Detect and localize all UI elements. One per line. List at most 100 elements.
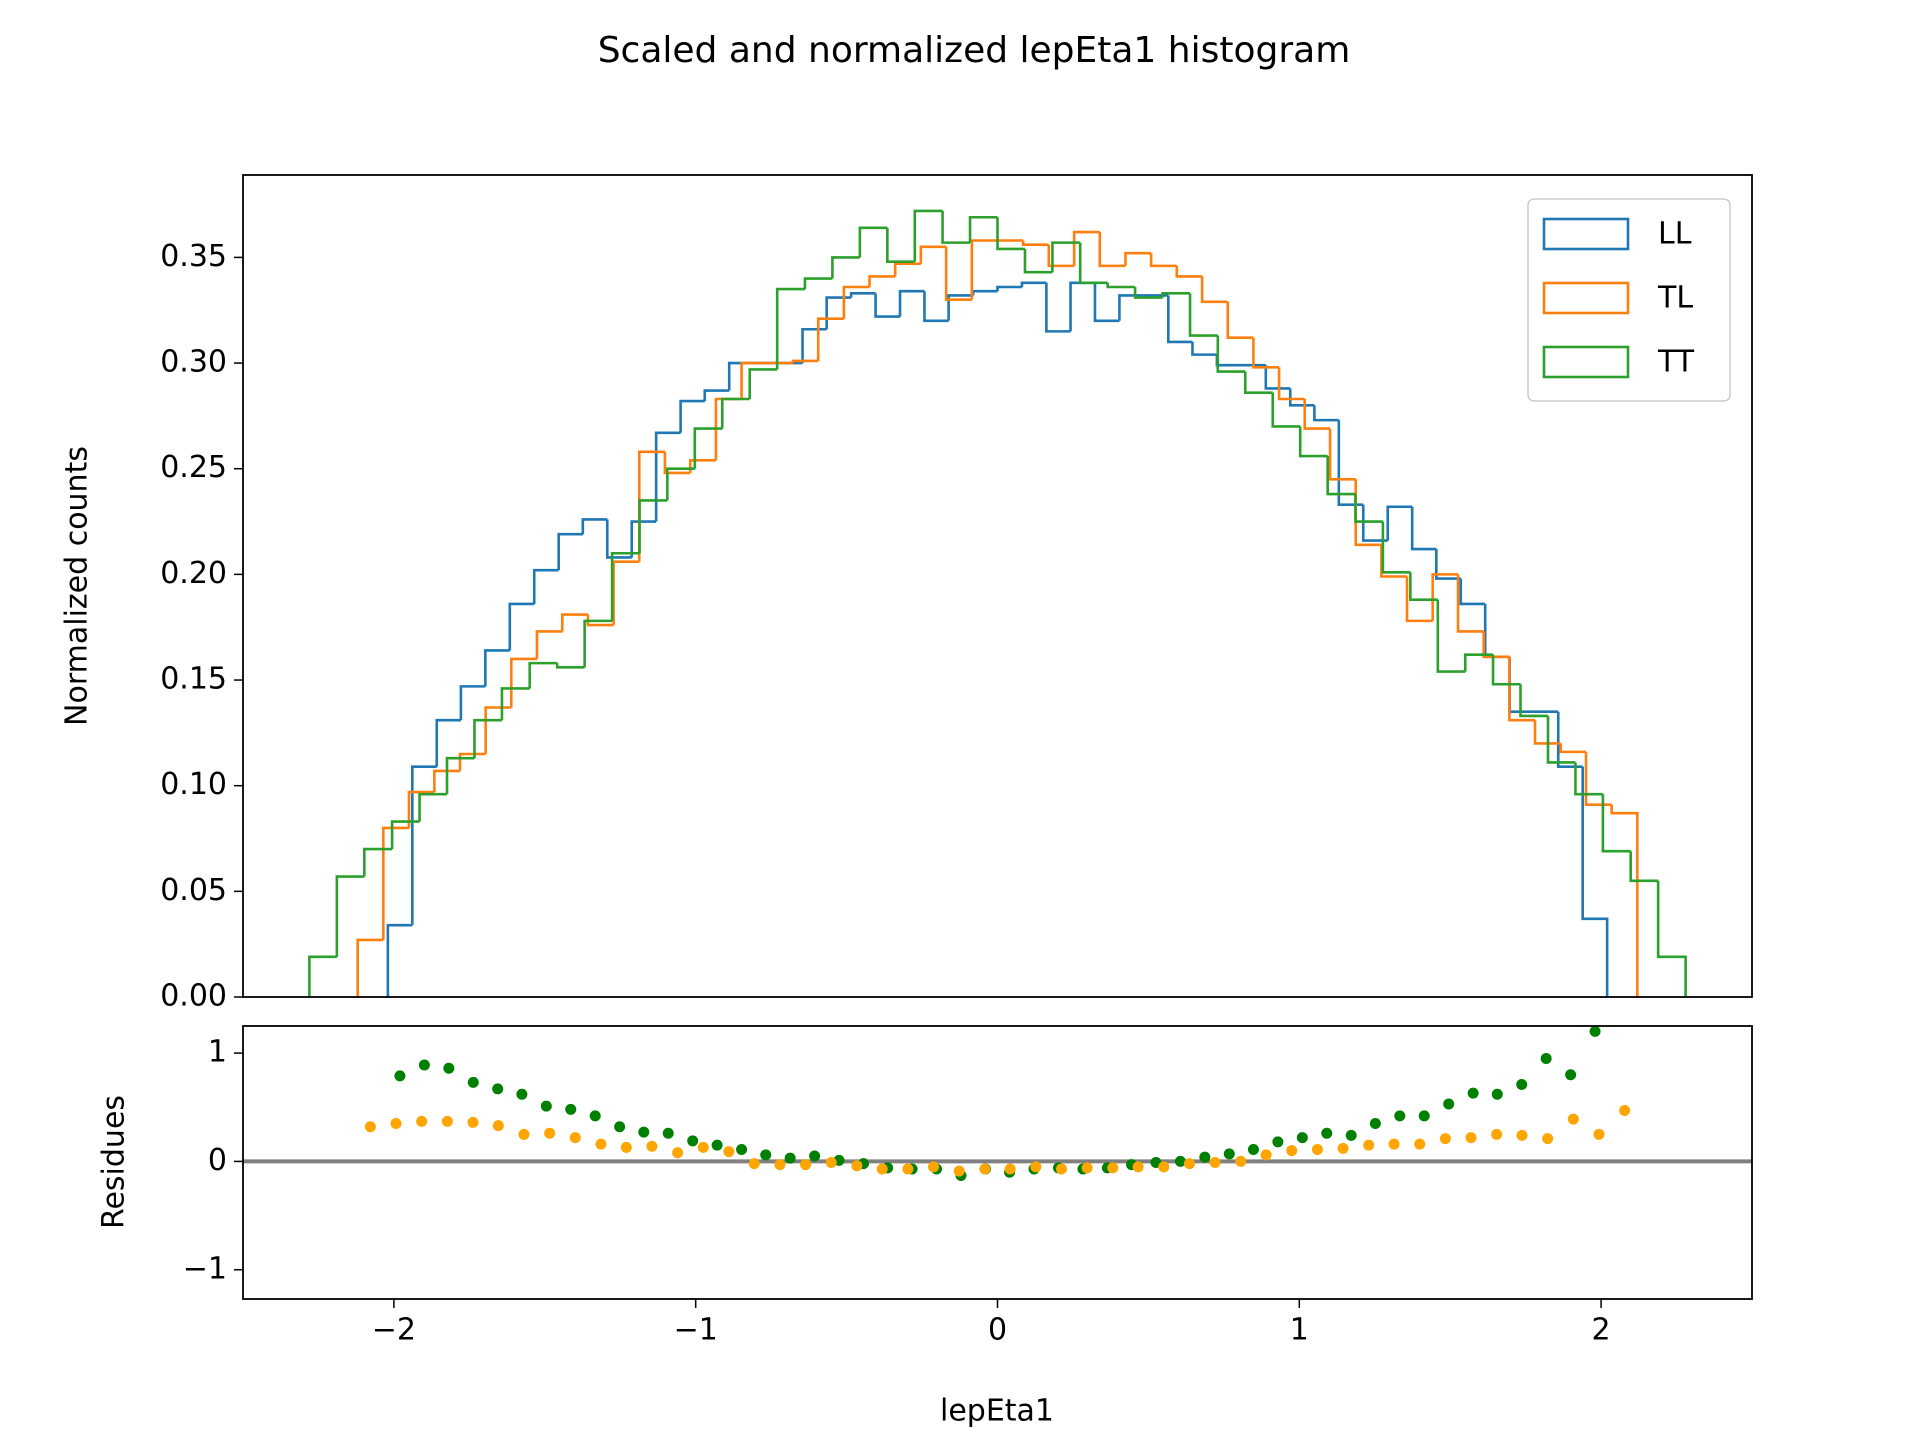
x-tick-label: 1 [1290, 1313, 1309, 1348]
scatter-point [492, 1083, 504, 1095]
scatter-point [1516, 1129, 1528, 1141]
histogram-step [654, 431, 681, 522]
scatter-point [953, 1165, 965, 1177]
scatter-point [1158, 1161, 1170, 1173]
scatter-point [638, 1126, 650, 1138]
histogram-step [1072, 230, 1100, 266]
histogram-step [893, 262, 921, 277]
histogram-step [1405, 576, 1433, 623]
scatter-point [1030, 1161, 1042, 1173]
scatter-point [774, 1159, 786, 1171]
scatter-point [1209, 1157, 1221, 1168]
scatter-point [1345, 1129, 1357, 1141]
scatter-point [1183, 1158, 1195, 1170]
histogram-step [1610, 804, 1639, 997]
histogram-step [445, 756, 475, 795]
y-tick-label: 0.10 [160, 767, 227, 802]
histogram-step [1243, 371, 1273, 394]
scatter-point [1467, 1087, 1479, 1099]
legend-label: LL [1658, 217, 1692, 252]
histogram-step [1047, 244, 1075, 268]
axes-frame [242, 1025, 1753, 1300]
histogram-step [1436, 599, 1466, 673]
histogram-step [1023, 248, 1053, 274]
scatter-point [569, 1132, 581, 1144]
histogram-step [970, 239, 998, 300]
scatter-point [1567, 1113, 1579, 1125]
histogram-step [1133, 286, 1163, 299]
histogram-step [1093, 282, 1120, 323]
histogram-step [849, 292, 876, 298]
scatter-point [1055, 1163, 1067, 1175]
legend-swatch [1542, 281, 1630, 315]
histogram-step [816, 317, 844, 361]
histogram-step [581, 518, 608, 535]
scatter-point [1247, 1144, 1259, 1155]
scatter-point [1418, 1110, 1430, 1122]
scatter-point [1223, 1148, 1235, 1160]
histogram-step [308, 955, 337, 997]
histogram-step [630, 520, 657, 558]
legend-swatch [1542, 217, 1630, 251]
scatter-point [723, 1146, 735, 1158]
scatter-point [1540, 1053, 1552, 1064]
histogram-step [693, 427, 723, 469]
histogram-step [1226, 301, 1254, 340]
histogram-step [473, 718, 502, 759]
scatter-point [760, 1149, 772, 1161]
scatter-point [492, 1120, 504, 1132]
scatter-point [646, 1140, 658, 1152]
legend-label: TT [1657, 345, 1695, 380]
histogram-step [407, 790, 435, 828]
histogram-step [720, 397, 750, 429]
y-tick-label: 0.35 [160, 239, 227, 274]
scatter-point [1286, 1145, 1298, 1157]
scatter-point [928, 1161, 940, 1173]
scatter-point [1081, 1162, 1093, 1174]
histogram-step [390, 820, 420, 850]
scatter-point [800, 1159, 812, 1171]
y-tick-label: 0.05 [160, 873, 227, 908]
histogram-step [1051, 241, 1081, 273]
histogram-step [1431, 573, 1459, 621]
histogram-step [944, 246, 972, 301]
histogram-step [913, 209, 943, 262]
scatter-point [876, 1163, 888, 1175]
histogram-step [433, 769, 460, 793]
histogram-step [528, 661, 558, 689]
histogram-step [996, 285, 1022, 292]
x-tick-label: −2 [372, 1313, 416, 1348]
histogram-step [1519, 684, 1548, 718]
histogram-step [1200, 276, 1228, 304]
y-tick-label: 0.15 [160, 662, 227, 697]
histogram-step [1656, 880, 1687, 997]
scatter-point [1321, 1127, 1333, 1139]
y-tick-label: 0.30 [160, 345, 227, 380]
histogram-step [1508, 656, 1536, 722]
histogram-step [605, 519, 632, 559]
histogram-step [1045, 282, 1071, 333]
scatter-point [467, 1116, 479, 1128]
scatter-point [620, 1141, 632, 1153]
scatter-point [711, 1139, 723, 1151]
histogram-step [1491, 654, 1521, 686]
y-axis-label: Normalized counts [60, 446, 95, 726]
scatter-point [516, 1088, 528, 1100]
histogram-step [775, 287, 805, 370]
histogram-step [666, 467, 695, 501]
x-axis-label: lepEta1 [940, 1394, 1054, 1429]
scatter-point [1542, 1133, 1554, 1145]
scatter-point [443, 1062, 455, 1074]
x-tick-label: 2 [1592, 1313, 1611, 1348]
scatter-point [589, 1110, 601, 1122]
histogram-step [1020, 281, 1047, 287]
scatter-point [540, 1100, 552, 1112]
scatter-point [736, 1144, 748, 1155]
scatter-point [851, 1160, 863, 1172]
histogram-step [748, 368, 778, 399]
histogram-step [1546, 715, 1576, 764]
scatter-point [697, 1141, 709, 1153]
y-tick-label: 0 [208, 1143, 227, 1178]
scatter-point [809, 1150, 821, 1162]
